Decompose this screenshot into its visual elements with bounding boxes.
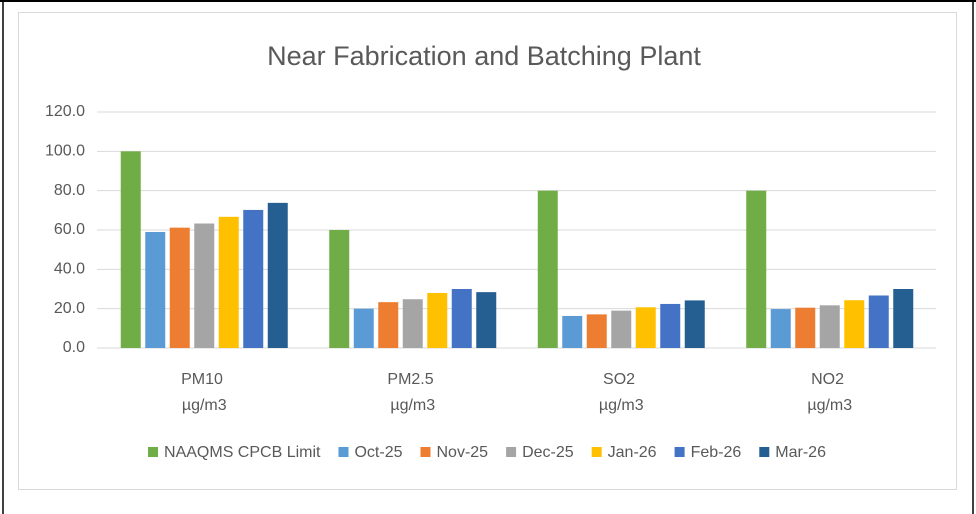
bar [819, 305, 840, 348]
legend-label: Jan-26 [608, 444, 657, 461]
bar [476, 292, 497, 348]
x-tick-label: SO2 µg/m3 [599, 371, 644, 414]
x-tick-label: PM2.5 µg/m3 [387, 371, 438, 414]
legend-swatch [674, 447, 685, 457]
legend-swatch [759, 447, 770, 457]
legend-label: Oct-25 [354, 444, 402, 461]
bar [660, 303, 681, 348]
legend-swatch [506, 447, 517, 457]
bar [329, 230, 350, 348]
bar [243, 209, 264, 348]
bar [353, 308, 374, 348]
legend-swatch [591, 447, 602, 457]
bar [586, 314, 607, 348]
y-tick-label: 80.0 [54, 182, 85, 199]
legend-label: Mar-26 [775, 444, 826, 461]
legend-label: Feb-26 [691, 444, 742, 461]
bar [194, 223, 215, 348]
bar [451, 289, 472, 348]
bar [893, 289, 914, 348]
y-tick-label: 60.0 [54, 221, 85, 238]
bar [120, 151, 141, 348]
bar [267, 202, 288, 348]
bar [611, 310, 632, 348]
bar [684, 300, 705, 348]
x-tick-label: PM10 µg/m3 [181, 371, 227, 414]
legend-swatch [338, 447, 349, 457]
y-tick-label: 40.0 [54, 261, 85, 278]
bar [537, 190, 558, 348]
x-tick-label: NO2 µg/m3 [807, 371, 852, 414]
y-tick-label: 0.0 [63, 339, 85, 356]
legend-label: Dec-25 [522, 444, 574, 461]
legend-swatch [420, 447, 431, 457]
bar [562, 315, 583, 348]
legend-label: Nov-25 [437, 444, 489, 461]
bar [795, 307, 816, 348]
bar [770, 309, 791, 348]
bar [868, 295, 889, 348]
y-tick-label: 100.0 [45, 143, 85, 160]
bar [427, 292, 448, 348]
bar [746, 190, 767, 348]
chart-title: Near Fabrication and Batching Plant [267, 41, 701, 71]
bar [402, 299, 423, 348]
y-tick-label: 120.0 [45, 103, 85, 120]
legend-swatch [148, 447, 159, 457]
bar [635, 307, 656, 348]
y-tick-label: 20.0 [54, 300, 85, 317]
bar [218, 216, 239, 348]
bar [169, 227, 190, 348]
bar [844, 300, 865, 348]
bar [378, 302, 399, 348]
legend-label: NAAQMS CPCB Limit [164, 444, 321, 461]
bar [145, 231, 166, 348]
